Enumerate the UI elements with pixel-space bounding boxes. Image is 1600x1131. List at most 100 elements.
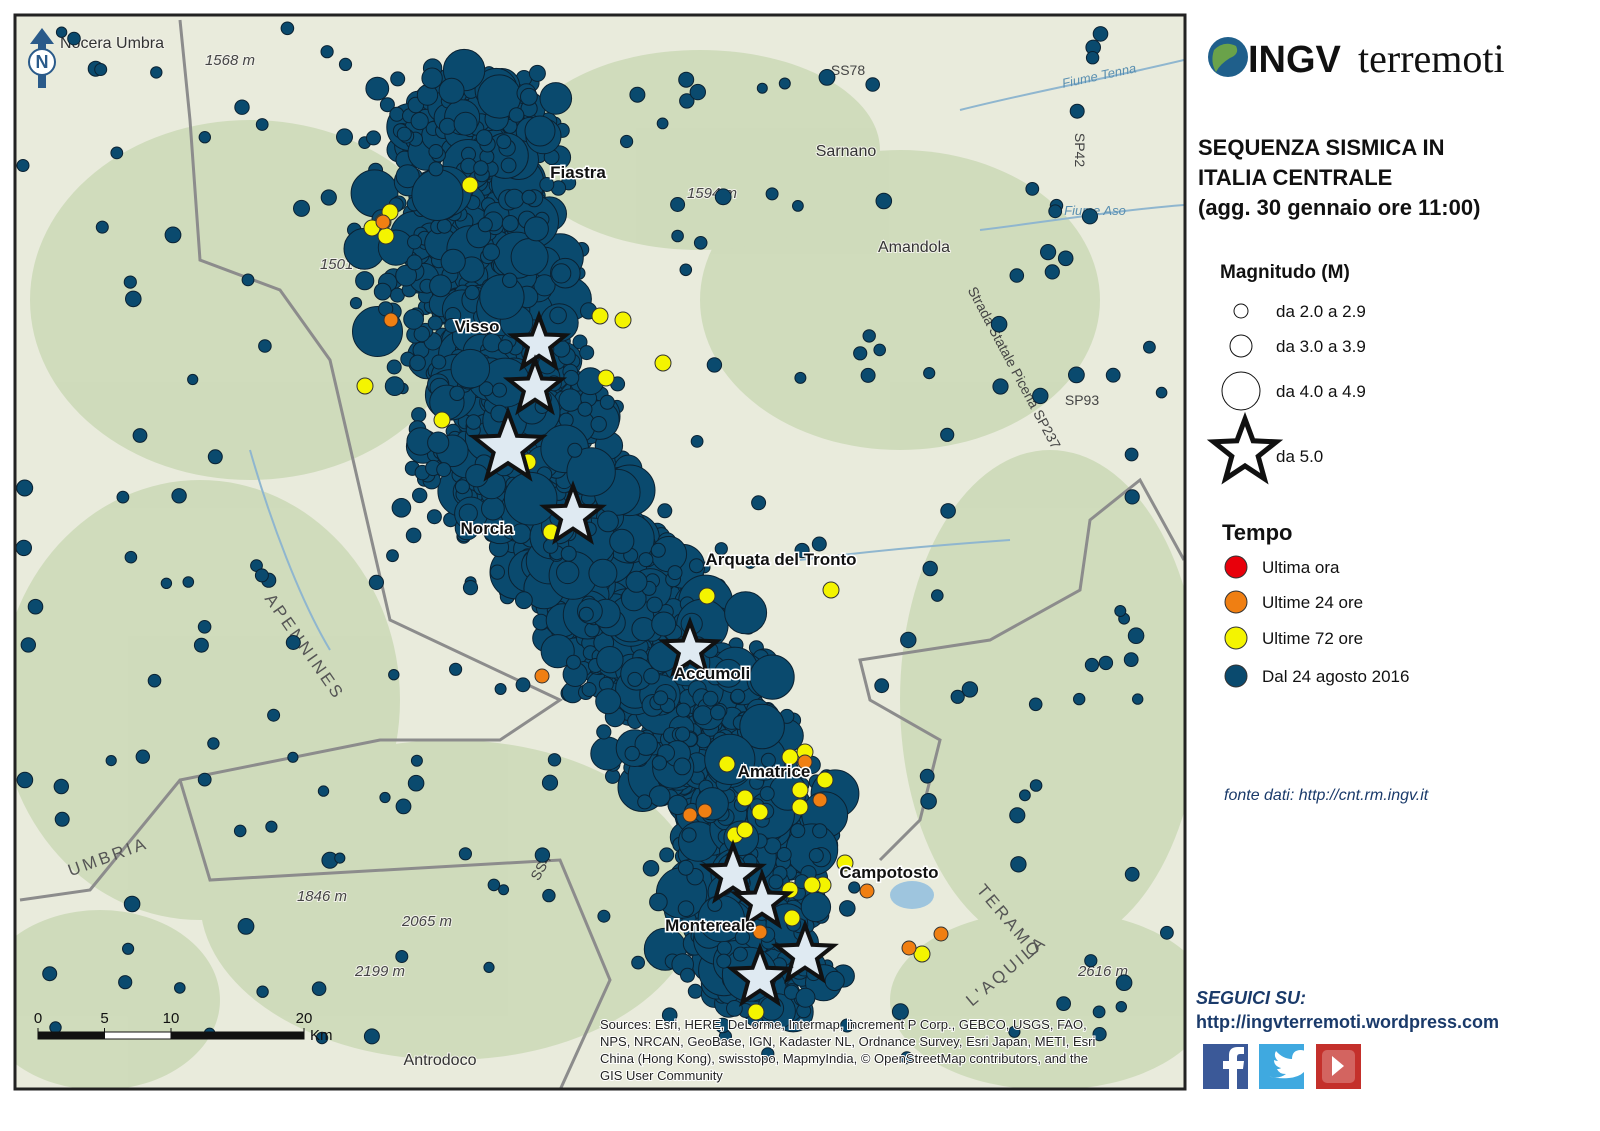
earthquake — [182, 576, 195, 588]
legend-label: Dal 24 agosto 2016 — [1262, 667, 1409, 686]
title-line: ITALIA CENTRALE — [1198, 165, 1392, 190]
earthquake — [693, 236, 708, 250]
town-label: Norcia — [461, 519, 514, 538]
time-symbol — [1224, 664, 1248, 688]
earthquake — [439, 117, 456, 135]
earthquake — [481, 496, 505, 521]
place-label: Nocera Umbra — [60, 35, 164, 52]
earthquake — [596, 724, 612, 740]
earthquake — [410, 112, 429, 131]
earthquake — [267, 708, 281, 722]
earthquake — [503, 471, 558, 526]
earthquake — [528, 64, 546, 82]
earthquake — [391, 498, 412, 518]
earthquake — [20, 637, 36, 653]
map: Sarnano Amandola Antrodoco Nocera Umbra … — [16, 16, 1184, 1088]
earthquake — [736, 821, 754, 839]
earthquake — [510, 238, 549, 276]
legend-label: da 3.0 a 3.9 — [1276, 337, 1366, 356]
town-label: Campotosto — [839, 863, 938, 882]
earthquake — [396, 126, 412, 142]
earthquake — [710, 704, 726, 721]
earthquake — [1056, 996, 1071, 1011]
earthquake — [747, 1003, 765, 1021]
north-label: N — [36, 52, 49, 72]
youtube-icon[interactable] — [1316, 1044, 1361, 1089]
source-note: fonte dati: http://cnt.rm.ingv.it — [1224, 787, 1429, 804]
earthquake — [648, 785, 671, 807]
time-legend: Ultima ora Ultime 24 ore Ultime 72 ore Dal … — [1224, 555, 1409, 688]
rivers — [249, 59, 1184, 651]
earthquake — [749, 654, 795, 700]
earthquake — [679, 263, 693, 277]
earthquake — [356, 377, 374, 395]
earthquake — [462, 580, 479, 596]
earthquake — [197, 772, 212, 787]
earthquake — [597, 909, 611, 923]
earthquake — [891, 1003, 909, 1021]
earthquake — [489, 564, 505, 580]
earthquake — [237, 918, 255, 935]
earthquake — [95, 220, 109, 234]
star — [502, 354, 568, 416]
earthquake — [1008, 1025, 1021, 1038]
earthquake — [520, 87, 538, 106]
earthquake — [862, 329, 876, 343]
earthquake — [933, 926, 949, 942]
earthquake — [950, 689, 965, 704]
scale-label: 20 — [296, 1010, 313, 1027]
follow-url[interactable]: http://ingvterremoti.wordpress.com — [1196, 1012, 1499, 1032]
earthquake — [923, 367, 936, 380]
earthquake — [697, 803, 713, 819]
facebook-icon[interactable] — [1203, 1044, 1248, 1089]
town-label: Fiastra — [550, 163, 606, 182]
earthquake — [734, 929, 751, 945]
earthquake — [510, 523, 532, 545]
earthquake — [900, 631, 917, 649]
town-label: Visso — [454, 317, 499, 336]
earthquake — [508, 107, 525, 123]
earthquake — [781, 748, 799, 766]
earthquake — [591, 307, 609, 325]
earthquake — [123, 895, 141, 913]
earthquake — [368, 574, 384, 591]
magnitude-title: Magnitudo (M) — [1220, 262, 1350, 283]
star — [1206, 411, 1284, 485]
town-labels: Fiastra Visso Norcia Arquata del Tronto … — [453, 162, 940, 937]
earthquake — [450, 348, 491, 389]
legend-label: Ultime 24 ore — [1262, 593, 1363, 612]
earthquake — [961, 681, 979, 698]
earthquake — [791, 798, 809, 816]
title-line: (agg. 30 gennaio ore 11:00) — [1198, 195, 1480, 220]
earthquake — [579, 345, 595, 361]
magnitude-symbol — [1229, 334, 1253, 358]
twitter-icon[interactable] — [1259, 1044, 1313, 1089]
earthquake — [853, 346, 868, 361]
earthquake — [479, 274, 525, 320]
earthquake — [730, 688, 746, 704]
earthquake — [689, 558, 704, 574]
earthquake — [643, 667, 660, 685]
earthquake — [453, 111, 478, 136]
earthquake — [1132, 693, 1144, 705]
earthquake — [171, 488, 187, 504]
earthquake — [659, 847, 675, 863]
earthquake — [515, 677, 531, 693]
earthquake — [812, 792, 828, 808]
earthquake — [174, 982, 186, 994]
earthquake — [280, 21, 295, 36]
logo: INGV terremoti — [1208, 36, 1505, 81]
star — [729, 868, 795, 930]
earthquake — [874, 678, 890, 694]
earthquake — [873, 343, 887, 357]
earthquake — [454, 479, 470, 495]
earthquake — [534, 668, 550, 684]
earthquake — [706, 357, 723, 373]
follow-label: SEGUICI SU: — [1196, 988, 1306, 1008]
place-label: Amandola — [878, 239, 950, 256]
earthquake — [440, 248, 466, 274]
attribution-line: China (Hong Kong), swisstopo, MapmyIndia… — [600, 1051, 1088, 1066]
scale-unit: Km — [310, 1027, 333, 1044]
